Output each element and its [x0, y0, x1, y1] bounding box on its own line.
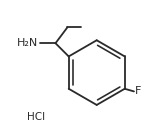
Text: F: F	[135, 86, 141, 96]
Text: HCl: HCl	[27, 112, 45, 122]
Text: H₂N: H₂N	[17, 38, 39, 48]
